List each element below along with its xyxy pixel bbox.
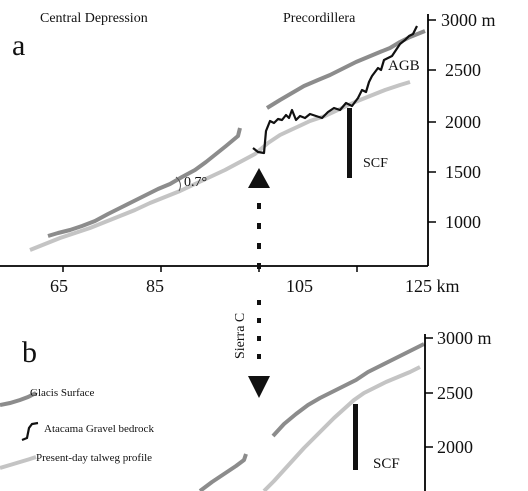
- legend-talweg-text: Present-day talweg profile: [36, 452, 152, 464]
- legend-glacis-text: Glacis Surface: [30, 387, 95, 399]
- scf-fault-bar-a: [347, 108, 352, 178]
- down-arrow-icon: [248, 376, 270, 398]
- legend-glacis-swatch: [0, 391, 37, 407]
- legend: Glacis Surface Atacama Gravel bedrock Pr…: [0, 387, 154, 470]
- y-tick-1000-a: 1000: [445, 212, 481, 232]
- y-tick-2000-a: 2000: [445, 112, 481, 132]
- panel-a-label: a: [12, 29, 25, 62]
- y-ticks-a: [428, 19, 436, 223]
- talweg-profile-b: [262, 365, 421, 491]
- legend-bedrock-text: Atacama Gravel bedrock: [44, 423, 154, 435]
- legend-bedrock-swatch: [21, 421, 39, 442]
- agb-label: AGB: [388, 58, 420, 74]
- region-precordillera: Precordillera: [283, 11, 356, 26]
- y-tick-1500-a: 1500: [445, 162, 481, 182]
- section-dashed-line: [257, 203, 261, 359]
- scf-label-a: SCF: [363, 156, 388, 171]
- x-tick-65: 65: [50, 276, 68, 296]
- y-ticks-b: [425, 337, 433, 448]
- y-tick-2500-b: 2500: [437, 383, 473, 403]
- y-tick-2500-a: 2500: [445, 60, 481, 80]
- angle-arc: [175, 176, 181, 192]
- y-tick-2000-b: 2000: [437, 437, 473, 457]
- glacis-surface-b-lower: [198, 453, 248, 491]
- atacama-gravel-bedrock-a: [252, 25, 418, 155]
- scf-fault-bar-b: [353, 404, 358, 470]
- x-tick-85: 85: [146, 276, 164, 296]
- angle-label: 0.7°: [184, 175, 207, 190]
- scf-label-b: SCF: [373, 456, 400, 472]
- x-tick-105: 105: [286, 276, 313, 296]
- sierra-c-label: Sierra C: [233, 313, 248, 359]
- region-central-depression: Central Depression: [40, 11, 148, 26]
- up-arrow-icon: [248, 168, 270, 188]
- y-tick-3000m-a: 3000 m: [441, 10, 496, 30]
- x-tick-125km: 125 km: [405, 276, 460, 296]
- glacis-surface-b-upper: [271, 342, 425, 438]
- panel-b-label: b: [22, 336, 37, 369]
- y-tick-3000m-b: 3000 m: [437, 328, 492, 348]
- legend-talweg-swatch: [0, 455, 37, 470]
- glacis-surface-a-lower: [47, 127, 242, 238]
